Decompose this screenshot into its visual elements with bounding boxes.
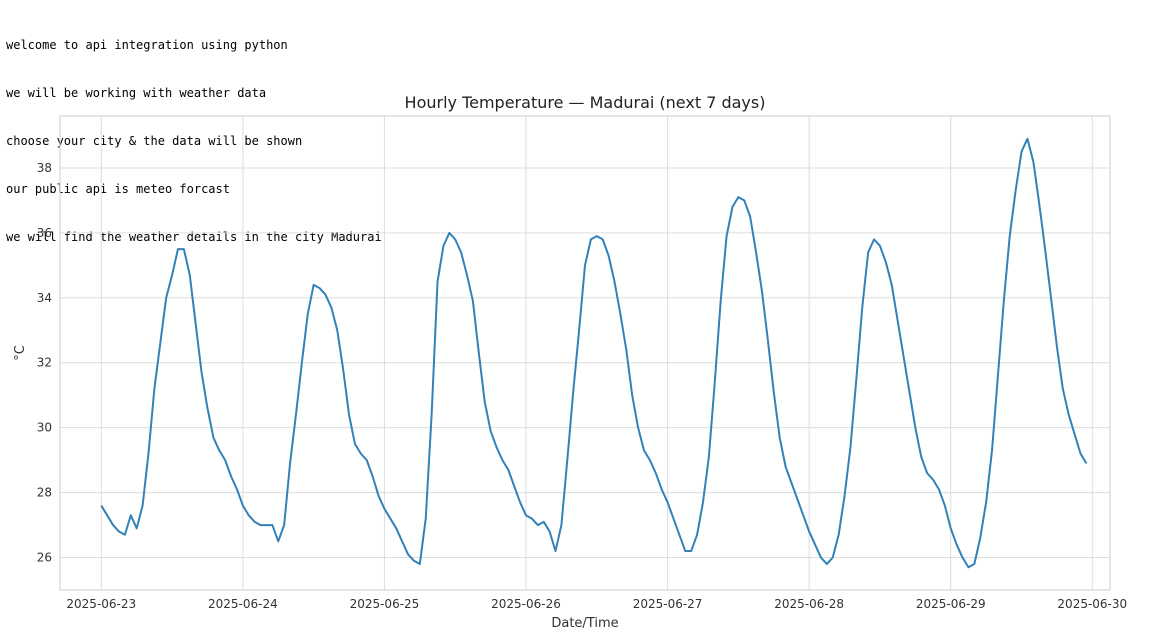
console-output: welcome to api integration using python … xyxy=(6,5,382,261)
y-tick-label: 30 xyxy=(37,421,52,435)
x-tick-label: 2025-06-28 xyxy=(774,597,844,611)
temperature-series-line xyxy=(100,137,1088,569)
y-tick-label: 28 xyxy=(37,486,52,500)
y-tick-label: 26 xyxy=(37,551,52,565)
chart-title: Hourly Temperature — Madurai (next 7 day… xyxy=(405,93,766,112)
y-tick-label: 32 xyxy=(37,356,52,370)
x-tick-label: 2025-06-29 xyxy=(916,597,986,611)
console-line: welcome to api integration using python xyxy=(6,38,288,52)
x-tick-label: 2025-06-25 xyxy=(350,597,420,611)
x-tick-label: 2025-06-26 xyxy=(491,597,561,611)
y-tick-label: 36 xyxy=(37,226,52,240)
x-tick-label: 2025-06-30 xyxy=(1057,597,1127,611)
plot-frame xyxy=(59,115,1111,591)
ticks-layer: 26 28 30 32 34 36 38 2025-06-23 2025-06-24 2025-0… xyxy=(37,161,1127,611)
x-tick-label: 2025-06-27 xyxy=(633,597,703,611)
console-line: we will be working with weather data xyxy=(6,86,267,100)
x-axis-label: Date/Time xyxy=(551,616,618,631)
console-line: we will find the weather details in the … xyxy=(6,230,382,244)
grid-layer xyxy=(60,116,1110,590)
console-line: choose your city & the data will be show… xyxy=(6,134,303,148)
x-tick-label: 2025-06-24 xyxy=(208,597,278,611)
y-tick-label: 34 xyxy=(37,291,52,305)
x-tick-label: 2025-06-23 xyxy=(66,597,136,611)
y-tick-label: 38 xyxy=(37,161,52,175)
console-line: our public api is meteo forcast xyxy=(6,182,230,196)
y-axis-label: °C xyxy=(13,345,28,361)
